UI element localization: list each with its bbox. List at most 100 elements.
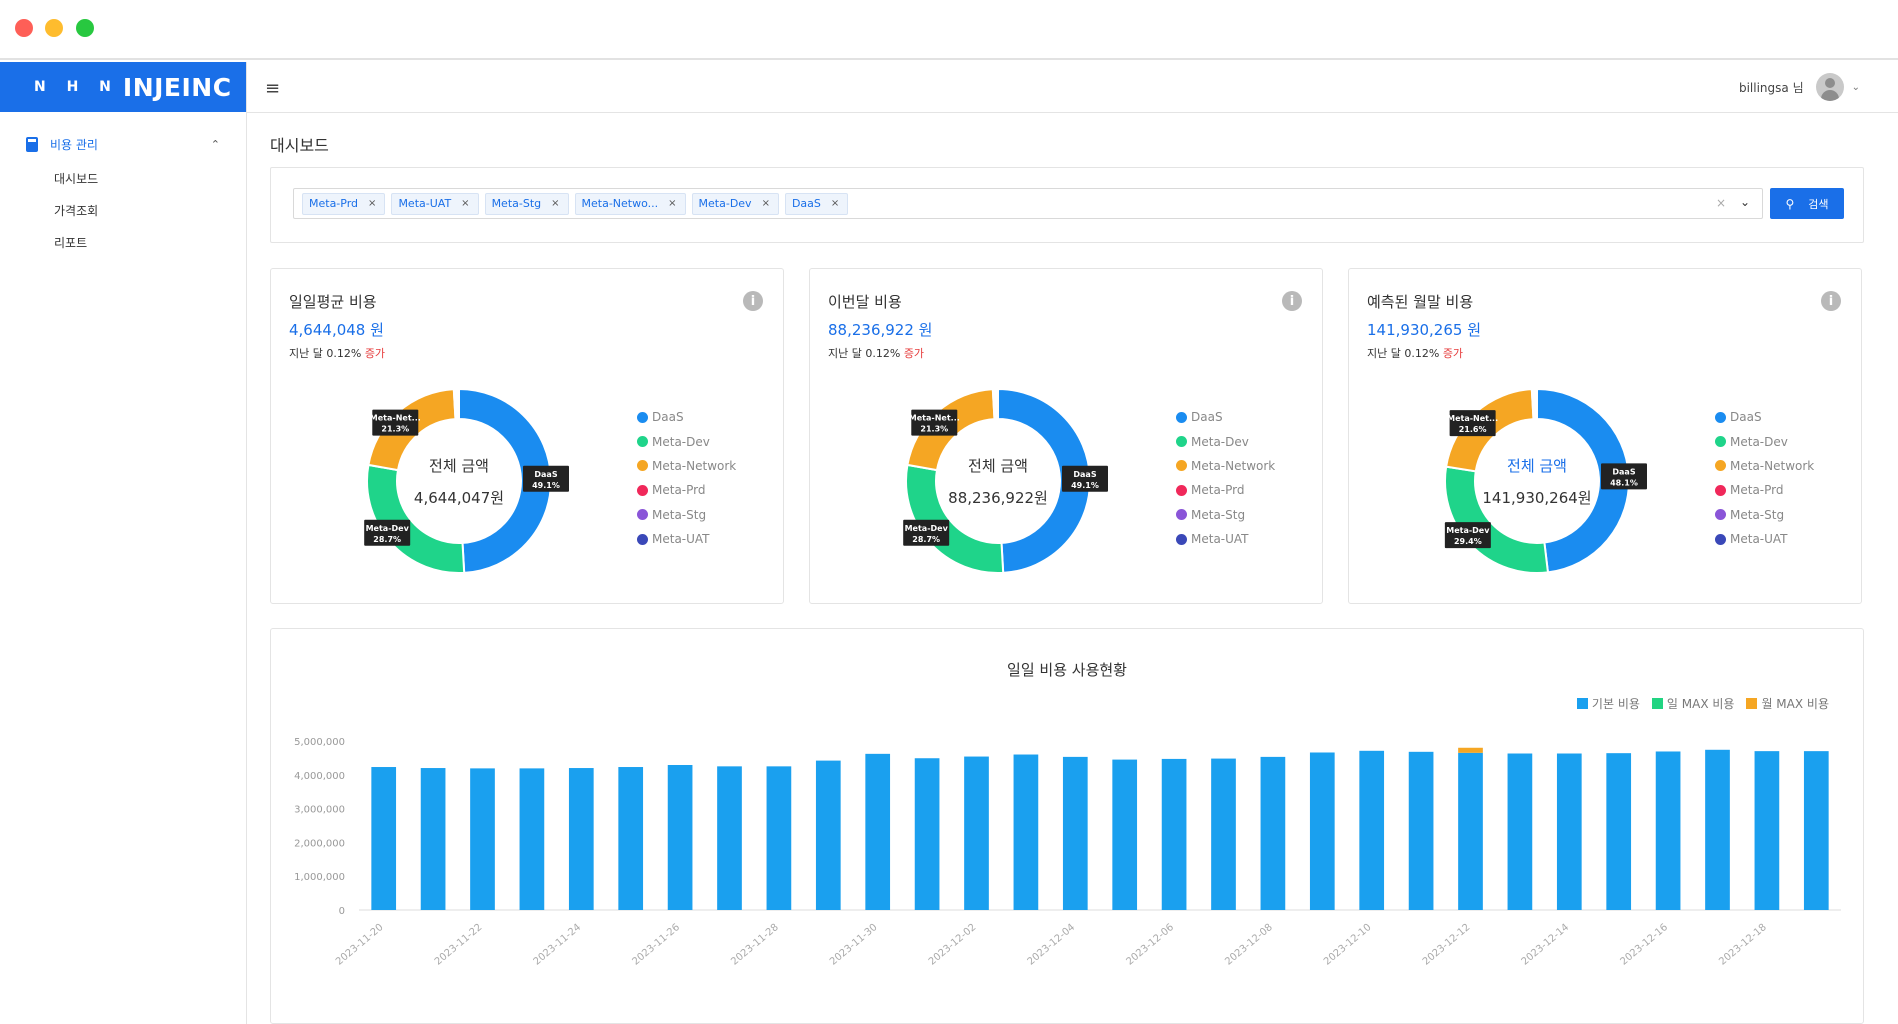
brand-logo[interactable]: N H N INJEINC (0, 62, 246, 112)
bar-base-2023-12-08[interactable] (1260, 756, 1286, 910)
bar-base-2023-11-30[interactable] (865, 753, 891, 910)
info-icon[interactable]: i (1821, 291, 1841, 311)
bar-base-2023-12-19[interactable] (1803, 751, 1829, 910)
remove-tag-icon[interactable]: × (551, 198, 560, 209)
bar-base-2023-11-23[interactable] (519, 768, 545, 910)
bar-base-2023-11-29[interactable] (815, 760, 841, 910)
legend-item-base[interactable]: 기본 비용 (1576, 695, 1640, 712)
bar-base-2023-11-22[interactable] (470, 768, 495, 910)
donut-slice-meta-dev[interactable] (1444, 465, 1550, 574)
bar-base-2023-12-10[interactable] (1359, 750, 1385, 910)
remove-tag-icon[interactable]: × (461, 198, 470, 209)
legend-label: Meta-UAT (1191, 532, 1249, 547)
page-title: 대시보드 (270, 136, 329, 155)
legend-item[interactable]: Meta-UAT (1715, 527, 1814, 551)
legend-item[interactable]: Meta-Stg (637, 503, 736, 527)
donut-slice-meta-uat[interactable] (1534, 387, 1538, 421)
slice-label-text: 21.3% (920, 425, 948, 434)
legend-item[interactable]: Meta-Prd (1176, 478, 1275, 502)
info-icon[interactable]: i (743, 291, 763, 311)
close-window-button[interactable] (15, 19, 33, 37)
hamburger-menu-icon[interactable]: ≡ (265, 78, 281, 99)
legend-item-daymax[interactable]: 일 MAX 비용 (1651, 695, 1734, 712)
remove-tag-icon[interactable]: × (830, 198, 840, 209)
sidebar-item-dashboard[interactable]: 대시보드 (54, 171, 99, 186)
donut-slice-daas[interactable] (997, 387, 1091, 574)
bar-base-2023-11-25[interactable] (618, 767, 644, 910)
chevron-down-icon[interactable]: ⌄ (1739, 195, 1750, 209)
legend-item-monthmax[interactable]: 월 MAX 비용 (1746, 695, 1829, 712)
bar-base-2023-11-28[interactable] (766, 766, 792, 910)
slice-label-text: DaaS (1073, 470, 1096, 479)
legend-item[interactable]: Meta-Prd (637, 478, 736, 502)
legend-item[interactable]: Meta-Stg (1176, 503, 1275, 527)
remove-tag-icon[interactable]: × (761, 198, 770, 209)
donut-slice-meta-uat[interactable] (995, 387, 999, 421)
donut-slice-meta-uat[interactable] (456, 387, 460, 421)
bar-base-2023-12-01[interactable] (914, 758, 940, 910)
info-icon[interactable]: i (1282, 291, 1302, 311)
project-multiselect[interactable]: Meta-Prd × Meta-UAT × Meta-Stg × Meta-Netwo… (293, 188, 1763, 219)
bar-base-2023-12-06[interactable] (1161, 758, 1187, 910)
search-button[interactable]: ⚲ 검색 (1770, 188, 1844, 219)
bar-base-2023-12-17[interactable] (1705, 749, 1730, 910)
legend-item[interactable]: Meta-Prd (1715, 478, 1814, 502)
bar-base-2023-11-20[interactable] (371, 767, 397, 910)
tag-label: DaaS (791, 197, 821, 210)
bar-base-2023-12-02[interactable] (964, 756, 989, 910)
legend-item[interactable]: Meta-UAT (637, 527, 736, 551)
avatar[interactable] (1815, 73, 1844, 101)
bar-base-2023-11-21[interactable] (420, 768, 446, 910)
legend-item[interactable]: DaaS (1715, 405, 1814, 429)
legend-item[interactable]: DaaS (1176, 405, 1275, 429)
bar-base-2023-11-24[interactable] (568, 768, 594, 910)
maximize-window-button[interactable] (76, 19, 94, 37)
bar-base-2023-12-04[interactable] (1062, 756, 1088, 910)
donut-slice-daas[interactable] (1536, 387, 1630, 574)
user-menu[interactable]: billingsa 님 ⌄ (1739, 73, 1860, 101)
legend-item[interactable]: Meta-Dev (1715, 429, 1814, 453)
remove-tag-icon[interactable]: × (668, 198, 677, 209)
y-tick-label: 0 (339, 906, 345, 917)
donut-slice-meta-dev[interactable] (905, 463, 1005, 574)
bar-base-2023-12-11[interactable] (1408, 751, 1434, 910)
filter-tag[interactable]: Meta-Dev × (691, 192, 779, 215)
minimize-window-button[interactable] (45, 19, 63, 37)
donut-slice-daas[interactable] (458, 387, 552, 574)
remove-tag-icon[interactable]: × (368, 198, 377, 209)
bar-base-2023-11-26[interactable] (667, 764, 693, 910)
sidebar-item-report[interactable]: 리포트 (54, 235, 88, 250)
bar-base-2023-12-15[interactable] (1606, 753, 1632, 910)
clear-all-icon[interactable]: × (1715, 196, 1726, 210)
filter-tag[interactable]: Meta-UAT × (391, 192, 479, 215)
bar-base-2023-12-05[interactable] (1112, 759, 1138, 910)
donut-slice-meta-dev[interactable] (366, 463, 466, 574)
menu-group-cost-management[interactable]: 비용 관리 ⌃ (0, 126, 246, 162)
legend-item[interactable]: Meta-Dev (637, 429, 736, 453)
bar-base-2023-12-09[interactable] (1309, 752, 1335, 910)
filter-tag[interactable]: Meta-Prd × (302, 192, 386, 215)
bar-base-2023-12-03[interactable] (1013, 754, 1039, 910)
bar-monthmax-2023-12-12[interactable] (1458, 747, 1483, 753)
bar-base-2023-12-13[interactable] (1507, 753, 1533, 910)
filter-tag[interactable]: DaaS × (784, 192, 849, 215)
bar-base-2023-12-12[interactable] (1458, 752, 1483, 910)
legend-item[interactable]: Meta-UAT (1176, 527, 1275, 551)
bar-base-2023-12-16[interactable] (1655, 751, 1681, 910)
bar-base-2023-12-14[interactable] (1556, 753, 1582, 910)
legend-item[interactable]: Meta-Stg (1715, 503, 1814, 527)
filter-tag[interactable]: Meta-Netwo... × (574, 192, 686, 215)
legend-item[interactable]: DaaS (637, 405, 736, 429)
legend-item[interactable]: Meta-Network (1176, 454, 1275, 478)
slice-label: DaaS 48.1% (1601, 463, 1647, 490)
legend-item[interactable]: Meta-Network (1715, 454, 1814, 478)
bar-base-2023-12-07[interactable] (1211, 758, 1236, 910)
legend-item[interactable]: Meta-Network (637, 454, 736, 478)
sidebar-item-price-lookup[interactable]: 가격조회 (54, 203, 99, 218)
legend-swatch (1651, 698, 1663, 709)
filter-tag[interactable]: Meta-Stg × (484, 192, 569, 215)
bar-base-2023-11-27[interactable] (717, 766, 742, 910)
bar-base-2023-12-18[interactable] (1754, 751, 1780, 910)
legend-item[interactable]: Meta-Dev (1176, 429, 1275, 453)
slice-label-text: DaaS (534, 470, 557, 479)
